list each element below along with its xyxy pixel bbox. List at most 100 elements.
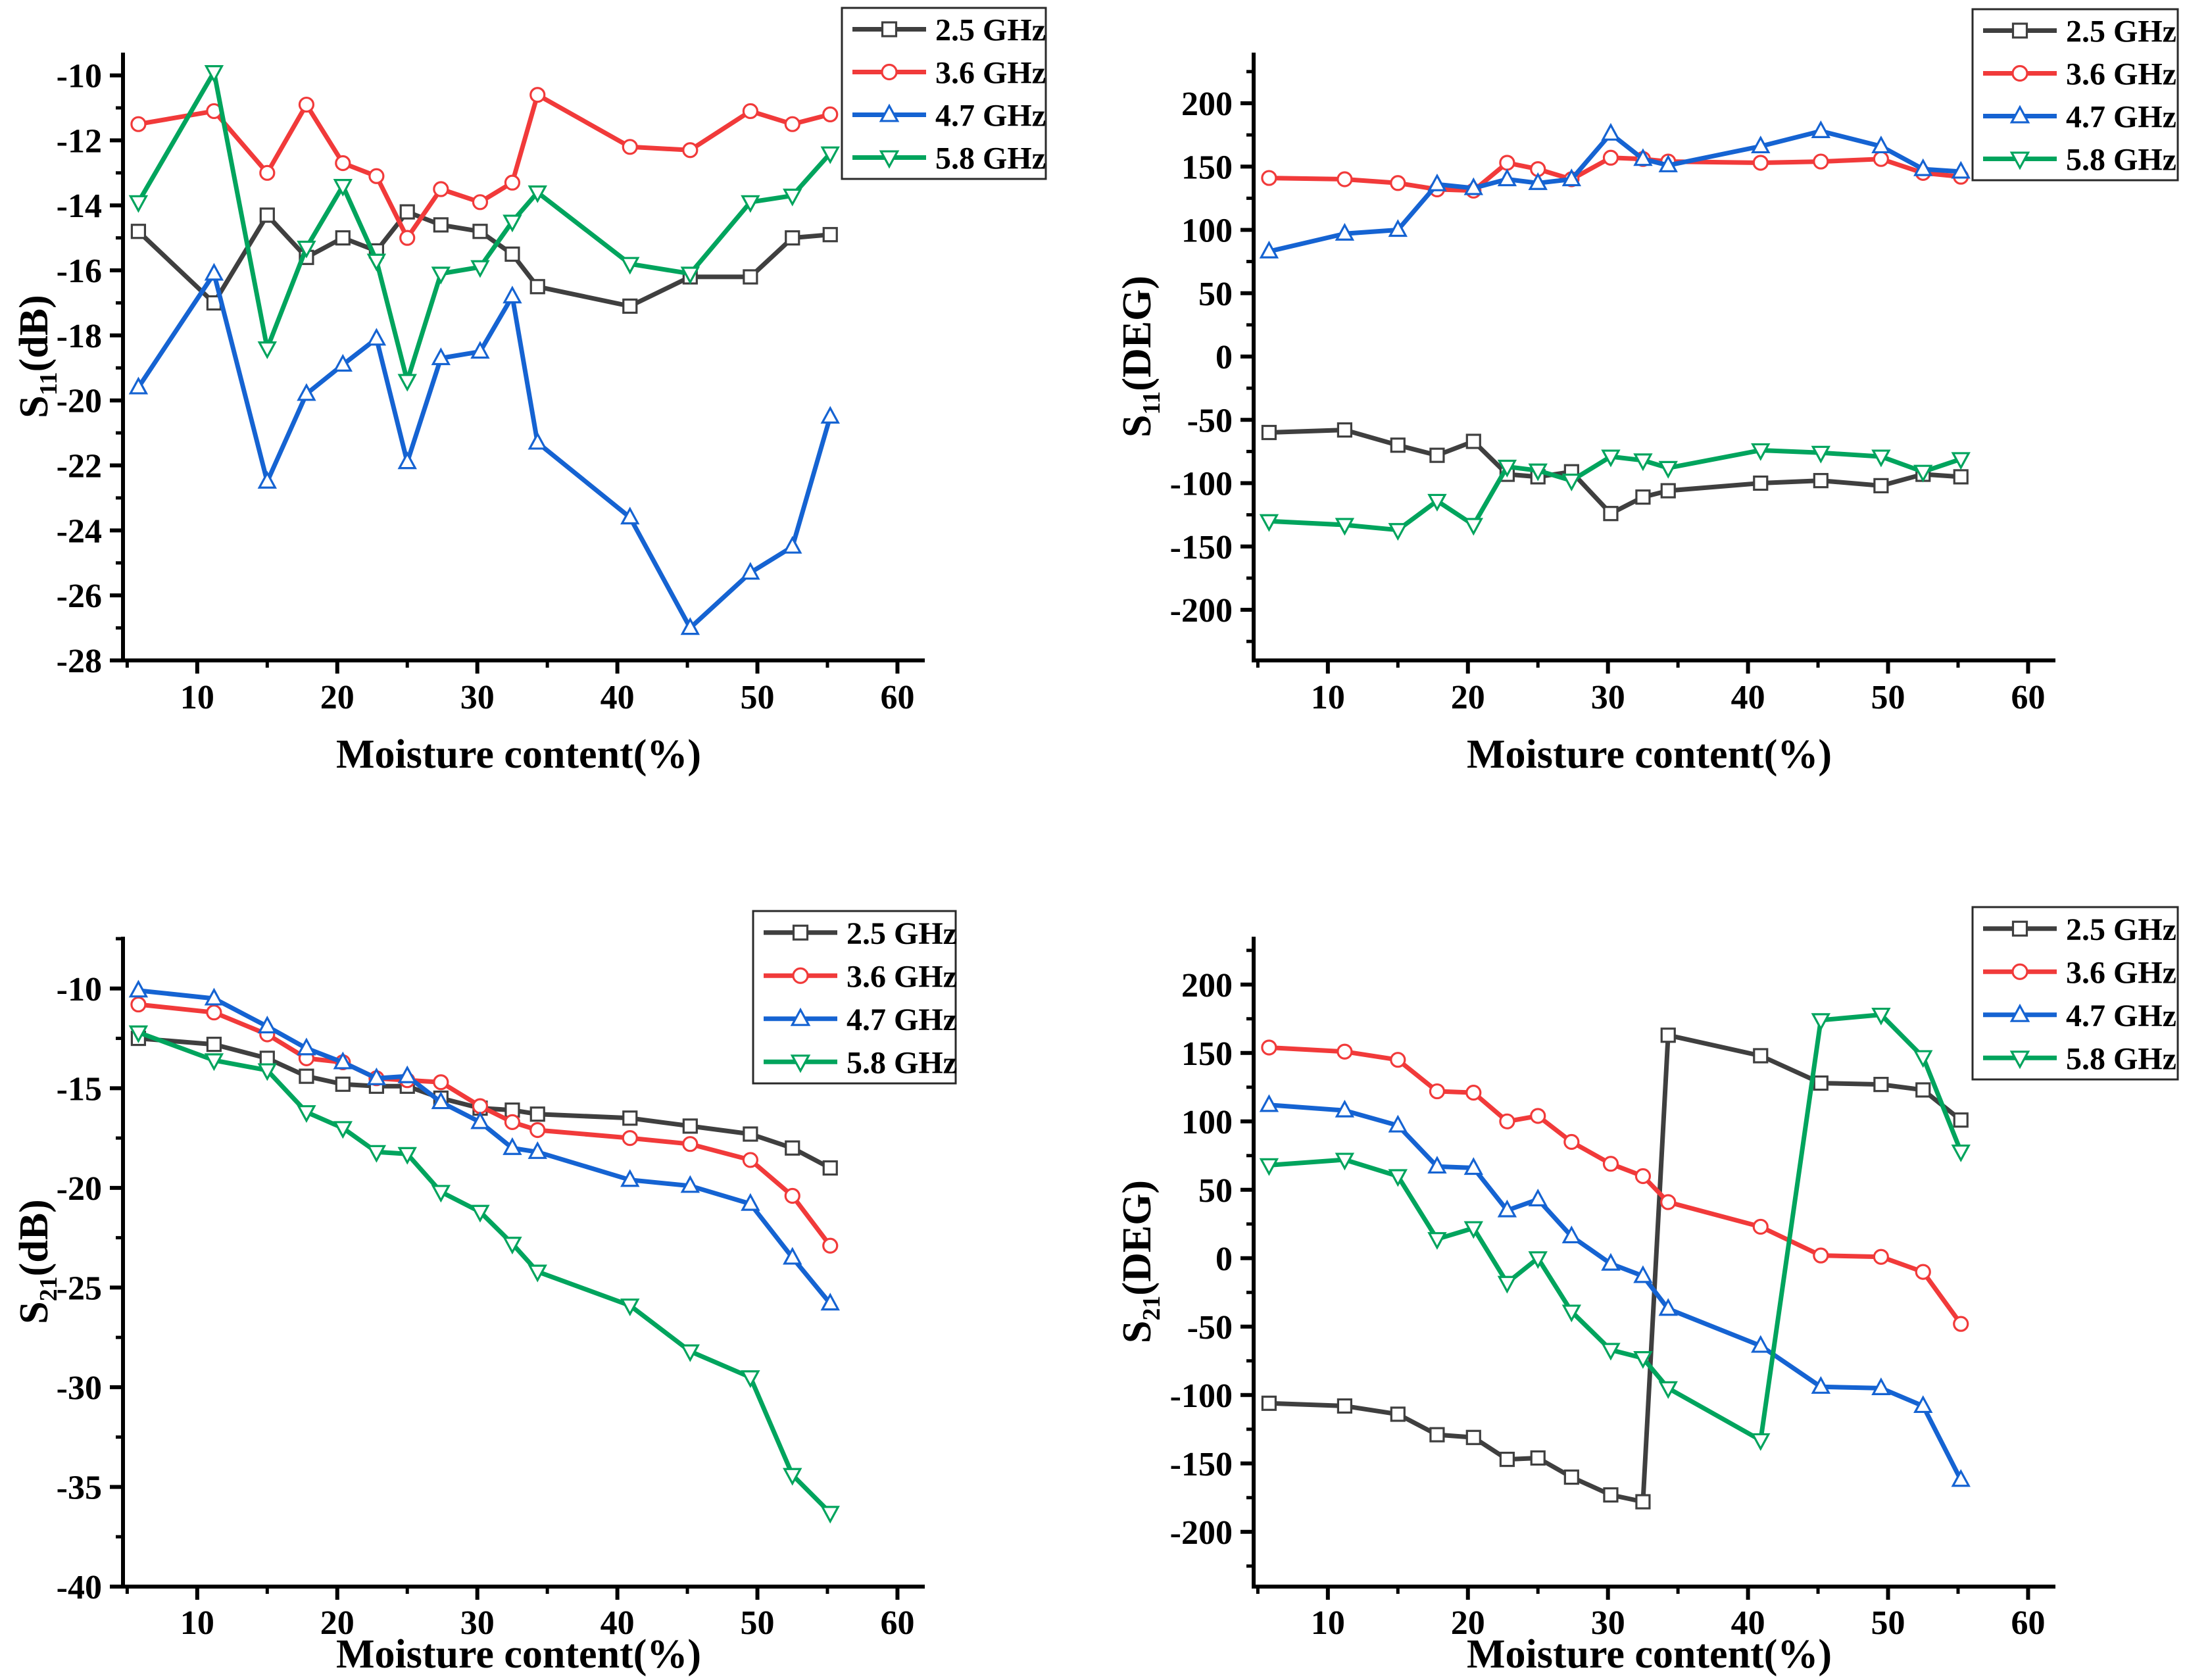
triangle-up-marker	[470, 341, 490, 359]
triangle-up-marker	[741, 1193, 760, 1211]
triangle-up-marker	[879, 103, 900, 122]
legend-box	[1971, 906, 2179, 1081]
triangle-down-marker	[1633, 453, 1653, 472]
triangle-down-marker	[1601, 1343, 1621, 1361]
y-tick-label: 50	[1198, 1172, 1233, 1210]
x-axis-title: Moisture content(%)	[336, 732, 701, 777]
square-marker	[529, 1106, 545, 1122]
circle-marker	[1813, 1247, 1829, 1264]
legend: 2.5 GHz 3.6 GHz 4.7 GHz 5.8 GHz	[752, 910, 957, 1085]
square-marker	[1603, 506, 1619, 522]
triangle-down-marker	[820, 1506, 840, 1524]
circle-marker	[335, 155, 351, 172]
square-marker	[1915, 1082, 1931, 1098]
triangle-up-marker	[680, 617, 700, 635]
series-2-5-GHz	[1261, 422, 1969, 522]
y-tick-label: -20	[57, 1170, 102, 1208]
triangle-down-marker	[1463, 1221, 1483, 1239]
series-5-8-GHz	[128, 65, 840, 392]
triangle-up-marker	[333, 1051, 353, 1070]
legend-label: 4.7 GHz	[847, 1002, 957, 1037]
circle-marker	[1634, 1168, 1652, 1185]
square-marker	[1753, 1048, 1769, 1064]
triangle-up-marker	[1871, 1377, 1891, 1396]
triangle-down-marker	[397, 374, 417, 392]
circle-marker	[822, 1237, 839, 1254]
triangle-down-marker	[1528, 463, 1548, 482]
y-tick-label: -20	[57, 383, 102, 420]
triangle-up-marker	[680, 1175, 700, 1193]
circle-marker	[1337, 1043, 1353, 1060]
triangle-down-marker	[431, 1185, 451, 1203]
triangle-up-marker	[503, 285, 522, 304]
triangle-down-marker	[333, 1121, 353, 1139]
y-tick-label: -40	[57, 1569, 102, 1606]
square-marker	[1429, 447, 1445, 463]
legend-label: 5.8 GHz	[2066, 143, 2176, 178]
square-marker	[1603, 1487, 1619, 1503]
axes	[1252, 937, 2055, 1589]
triangle-up-marker	[128, 376, 149, 395]
square-marker	[130, 224, 147, 239]
circle-marker	[1602, 149, 1619, 166]
square-marker	[1261, 424, 1277, 441]
series-3-6-GHz	[1261, 149, 1969, 199]
series-line	[135, 1036, 833, 1171]
triangle-down-marker	[1871, 449, 1891, 468]
y-tick-label: 100	[1181, 212, 1233, 250]
x-tick-label: 30	[1591, 679, 1625, 716]
y-tick-label: 0	[1215, 1241, 1233, 1278]
x-tick-label: 30	[460, 1604, 495, 1642]
legend-label: 2.5 GHz	[935, 13, 1046, 48]
y-tick-label: -100	[1170, 466, 1233, 503]
triangle-up-marker	[1751, 136, 1771, 154]
circle-marker	[259, 164, 276, 181]
triangle-down-marker	[1561, 474, 1582, 491]
circle-marker	[1752, 155, 1769, 171]
x-tick-label: 10	[180, 1604, 214, 1642]
triangle-up-marker	[1633, 148, 1653, 166]
triangle-down-marker	[1751, 1433, 1771, 1451]
y-tick-label: -12	[57, 122, 102, 160]
circle-marker	[504, 174, 521, 191]
triangle-down-marker	[257, 341, 278, 359]
triangle-up-marker	[1528, 1189, 1548, 1206]
square-marker	[792, 924, 809, 941]
y-tick-label: -10	[57, 58, 102, 95]
y-tick-label: -10	[57, 971, 102, 1008]
square-marker	[206, 1037, 222, 1052]
legend-label: 3.6 GHz	[935, 56, 1046, 91]
x-tick-label: 30	[460, 679, 495, 716]
y-tick-label: -150	[1170, 1446, 1233, 1483]
square-marker	[622, 298, 638, 314]
square-marker	[1873, 478, 1889, 493]
chart-svg-s21-deg: 10 20 30 40 50 60 -200 -150 -100 -50 0 50 100 150 200 M…	[1115, 906, 2179, 1677]
y-tick-label: 100	[1181, 1104, 1233, 1141]
y-tick-label: -150	[1170, 529, 1233, 566]
chart-s11-deg: 10 20 30 40 50 60 -200 -150 -100 -50 0 50 100 150 200 M…	[1092, 0, 2185, 840]
triangle-down-marker	[257, 1063, 278, 1081]
series-line	[1266, 448, 1963, 533]
legend-label: 2.5 GHz	[847, 916, 957, 951]
square-marker	[1261, 1395, 1277, 1411]
x-tick-label: 60	[2011, 1604, 2045, 1642]
square-marker	[743, 1126, 758, 1142]
x-axis-ticks: 10 20 30 40 50 60	[125, 660, 914, 716]
x-axis-ticks: 10 20 30 40 50 60	[1256, 660, 2045, 716]
triangle-up-marker	[1601, 122, 1621, 141]
x-axis-ticks: 10 20 30 40 50 60	[125, 1587, 914, 1642]
series-5-8-GHz	[128, 1025, 840, 1524]
triangle-down-marker	[1388, 1169, 1408, 1187]
triangle-down-marker	[528, 1264, 547, 1283]
triangle-down-marker	[503, 1237, 522, 1255]
triangle-down-marker	[1528, 1251, 1548, 1270]
x-tick-label: 50	[1871, 1604, 1905, 1642]
triangle-down-marker	[1951, 452, 1971, 470]
legend-label: 2.5 GHz	[2066, 14, 2176, 49]
triangle-down-marker	[297, 240, 316, 259]
circle-marker	[1602, 1156, 1619, 1172]
triangle-up-marker	[1528, 172, 1548, 190]
triangle-up-marker	[470, 1111, 490, 1129]
chart-s21-db: 10 20 30 40 50 60 -40 -35 -30 -25 -20 -15 -10 Moistur…	[0, 840, 1092, 1680]
y-tick-label: -16	[57, 253, 102, 290]
